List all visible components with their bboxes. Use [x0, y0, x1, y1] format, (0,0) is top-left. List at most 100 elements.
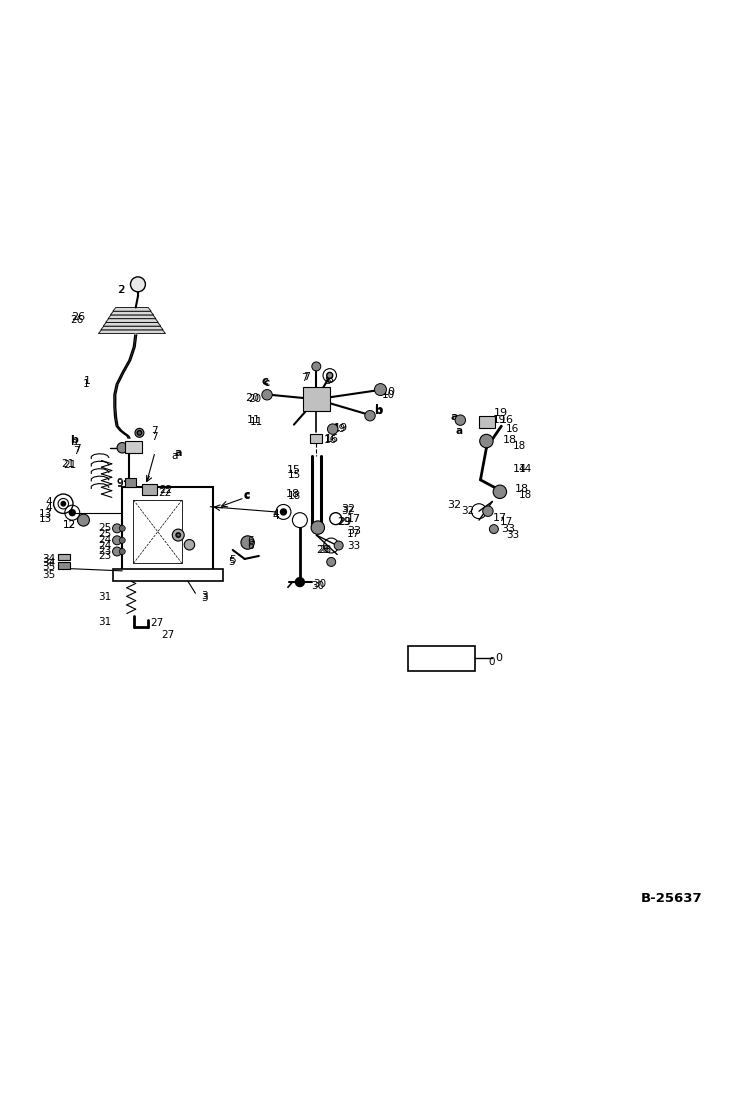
Text: 3: 3	[201, 592, 208, 602]
Bar	[125, 441, 142, 453]
Circle shape	[479, 434, 493, 448]
Polygon shape	[110, 312, 154, 315]
Text: 4: 4	[273, 511, 279, 521]
Bar	[133, 500, 182, 564]
Text: b: b	[374, 404, 383, 417]
Circle shape	[455, 415, 466, 426]
Circle shape	[77, 514, 89, 527]
Bar	[142, 484, 157, 495]
Circle shape	[119, 548, 125, 554]
Text: 24: 24	[98, 541, 111, 551]
Text: 13: 13	[39, 509, 52, 519]
Text: 11: 11	[247, 415, 261, 426]
Text: 33: 33	[347, 525, 361, 535]
Circle shape	[61, 501, 66, 506]
Text: b: b	[70, 436, 78, 445]
Text: 5: 5	[228, 557, 235, 567]
Text: 2: 2	[118, 284, 124, 295]
Text: a: a	[172, 451, 178, 461]
Circle shape	[489, 524, 498, 533]
Text: 18: 18	[519, 489, 533, 500]
Text: 20: 20	[248, 394, 261, 405]
Text: c: c	[264, 377, 270, 388]
Text: c: c	[243, 491, 250, 501]
Text: 4: 4	[46, 497, 52, 507]
Text: 27: 27	[161, 630, 175, 640]
Text: 17: 17	[347, 529, 360, 539]
Text: 32: 32	[341, 504, 355, 514]
Text: 6: 6	[248, 536, 254, 546]
Circle shape	[312, 362, 321, 371]
Text: 7: 7	[151, 431, 157, 442]
Text: b: b	[374, 406, 382, 416]
Text: c: c	[261, 375, 269, 388]
Text: 17: 17	[500, 517, 513, 527]
Text: 31: 31	[99, 617, 112, 626]
Bar	[58, 554, 70, 561]
Text: 18: 18	[286, 489, 300, 499]
Text: 7: 7	[73, 446, 79, 456]
Text: 34: 34	[42, 558, 55, 568]
Text: 2: 2	[118, 285, 124, 295]
Text: 12: 12	[63, 520, 76, 530]
Text: 5: 5	[229, 555, 236, 565]
Text: 14: 14	[519, 464, 533, 474]
Text: 14: 14	[513, 464, 527, 474]
Circle shape	[119, 538, 125, 543]
Text: 25: 25	[99, 523, 112, 533]
Circle shape	[119, 525, 125, 531]
Text: 23: 23	[99, 546, 112, 556]
Text: 23: 23	[98, 551, 111, 561]
Text: 19: 19	[494, 408, 508, 418]
Text: 8: 8	[327, 375, 334, 385]
Text: 26: 26	[71, 313, 85, 323]
Text: 28: 28	[318, 545, 332, 555]
Text: B-25637: B-25637	[641, 892, 703, 905]
Text: 18: 18	[515, 484, 529, 494]
Circle shape	[280, 509, 286, 514]
Circle shape	[482, 506, 493, 517]
Text: 9: 9	[116, 479, 123, 489]
Text: 13: 13	[39, 513, 52, 523]
Text: 32: 32	[341, 506, 354, 517]
Text: 7: 7	[301, 373, 308, 383]
Text: 33: 33	[347, 541, 360, 551]
Circle shape	[311, 521, 324, 534]
Text: 17: 17	[492, 513, 506, 523]
Circle shape	[330, 512, 342, 524]
Text: 10: 10	[382, 389, 395, 399]
Bar	[113, 569, 223, 581]
Text: b: b	[71, 437, 77, 446]
Text: 18: 18	[503, 434, 517, 444]
Text: 15: 15	[287, 465, 300, 475]
Text: 16: 16	[500, 415, 514, 426]
Text: 7: 7	[151, 427, 157, 437]
Bar	[310, 433, 322, 442]
Text: 29: 29	[337, 517, 351, 527]
Text: 9: 9	[116, 478, 123, 488]
Text: 20: 20	[246, 393, 260, 403]
Text: 17: 17	[347, 513, 361, 523]
Text: 35: 35	[42, 570, 55, 580]
Text: c: c	[243, 489, 250, 500]
Bar	[408, 645, 475, 671]
Text: 32: 32	[461, 506, 475, 517]
Text: 11: 11	[249, 417, 263, 427]
Text: 16: 16	[324, 436, 337, 445]
Text: 16: 16	[506, 425, 519, 434]
Circle shape	[176, 533, 181, 538]
Circle shape	[374, 384, 386, 396]
Circle shape	[130, 276, 145, 292]
Circle shape	[70, 510, 75, 516]
Circle shape	[327, 423, 338, 434]
Text: 6: 6	[248, 541, 254, 551]
Text: 16: 16	[324, 433, 339, 444]
Polygon shape	[106, 318, 158, 323]
Text: a: a	[455, 426, 463, 436]
Text: 34: 34	[42, 554, 55, 564]
Text: 8: 8	[324, 376, 330, 386]
Circle shape	[295, 578, 304, 587]
Bar	[479, 416, 495, 428]
Text: 30: 30	[313, 579, 327, 589]
Text: 24: 24	[99, 535, 112, 545]
